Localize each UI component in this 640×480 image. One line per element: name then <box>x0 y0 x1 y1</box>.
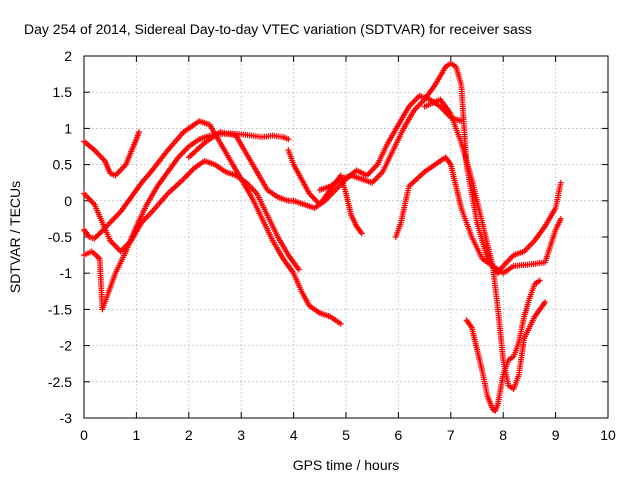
data-point <box>337 320 344 327</box>
y-tick-label: 1.5 <box>53 84 73 100</box>
y-tick-label: 0.5 <box>53 157 73 173</box>
y-tick-label: -2.5 <box>48 374 72 390</box>
y-tick-label: 1 <box>64 120 72 136</box>
y-tick-label: -2 <box>60 338 73 354</box>
data-point <box>295 266 302 273</box>
x-tick-label: 1 <box>133 427 141 443</box>
data-point <box>536 277 543 284</box>
data-series <box>81 118 344 327</box>
data-series <box>285 147 365 237</box>
y-tick-labels: -3 -2.5 -2 -1.5 -1 -0.5 0 0.5 1 1.5 2 <box>48 48 72 426</box>
y-tick-label: 2 <box>64 48 72 64</box>
data-series <box>185 92 465 212</box>
data-point <box>95 231 102 238</box>
y-tick-label: 0 <box>64 193 72 209</box>
x-tick-label: 0 <box>80 427 88 443</box>
x-tick-label: 8 <box>499 427 507 443</box>
data-point <box>136 129 143 136</box>
x-tick-labels: 0 1 2 3 4 5 6 7 8 9 10 <box>80 427 616 443</box>
data-series <box>392 154 564 277</box>
x-tick-label: 2 <box>185 427 193 443</box>
data-point <box>557 179 564 186</box>
x-tick-label: 4 <box>290 427 298 443</box>
grid <box>84 56 608 418</box>
ticks <box>83 55 609 419</box>
data-series <box>81 129 143 179</box>
x-tick-label: 3 <box>237 427 245 443</box>
x-tick-label: 10 <box>600 427 616 443</box>
y-tick-label: -0.5 <box>48 229 72 245</box>
x-axis-label: GPS time / hours <box>293 457 400 473</box>
chart-title: Day 254 of 2014, Sidereal Day-to-day VTE… <box>24 21 532 37</box>
data-series <box>421 96 549 393</box>
y-tick-label: -1.5 <box>48 301 72 317</box>
x-tick-label: 9 <box>552 427 560 443</box>
data-series <box>81 130 292 313</box>
y-axis-label: SDTVAR / TECUs <box>7 181 23 293</box>
x-tick-label: 7 <box>447 427 455 443</box>
y-tick-label: -3 <box>60 410 73 426</box>
data-marks <box>81 60 564 414</box>
data-series <box>316 60 564 277</box>
x-tick-label: 5 <box>342 427 350 443</box>
data-point <box>557 215 564 222</box>
y-tick-label: -1 <box>60 265 73 281</box>
data-point <box>542 299 549 306</box>
data-point <box>285 136 292 143</box>
data-point <box>358 230 365 237</box>
x-tick-label: 6 <box>395 427 403 443</box>
